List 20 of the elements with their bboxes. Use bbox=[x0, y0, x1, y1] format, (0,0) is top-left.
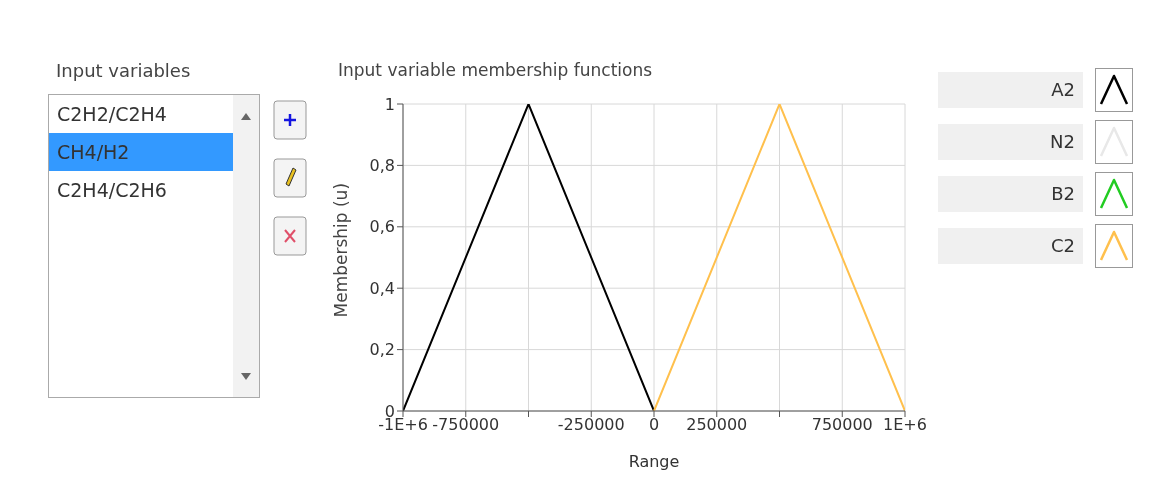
y-tick-label: 1 bbox=[384, 94, 395, 114]
y-tick-label: 0,6 bbox=[369, 217, 395, 237]
y-tick-label: 0,4 bbox=[369, 278, 395, 298]
y-tick-label: 0,2 bbox=[369, 340, 395, 360]
legend-label: C2 bbox=[938, 228, 1083, 264]
x-tick-label: 1E+6 bbox=[883, 415, 927, 435]
x-axis-title: Range bbox=[628, 452, 680, 471]
legend-label: B2 bbox=[938, 176, 1083, 212]
x-tick-label: 750000 bbox=[811, 415, 873, 435]
chart-title: Input variable membership functions bbox=[338, 60, 653, 80]
x-tick-label: -750000 bbox=[432, 415, 500, 435]
x-tick-label: 0 bbox=[648, 415, 660, 435]
list-box: C2H2/C2H4 CH4/H2 C2H4/C2H6 bbox=[48, 94, 260, 398]
x-tick-label: 250000 bbox=[686, 415, 748, 435]
legend-label: A2 bbox=[938, 72, 1083, 108]
text: Input variables bbox=[56, 60, 191, 81]
y-tick-label: 0,8 bbox=[369, 156, 395, 176]
y-axis-title: Membership (u) bbox=[331, 182, 352, 318]
legend-label: N2 bbox=[938, 124, 1083, 160]
x-tick-label: -250000 bbox=[557, 415, 625, 435]
